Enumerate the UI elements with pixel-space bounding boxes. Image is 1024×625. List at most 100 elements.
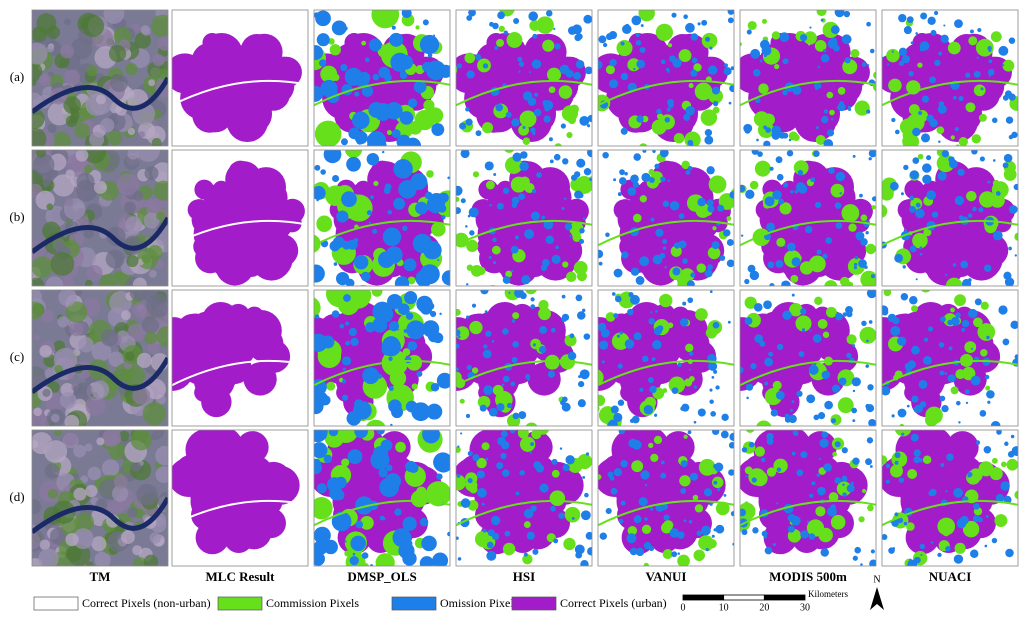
urban [235,113,248,126]
map-panel [314,430,450,566]
texture [46,45,55,53]
omission [621,251,629,259]
omission [834,10,845,18]
omission [512,152,522,162]
omission [744,317,753,325]
commission [789,303,803,317]
omission [866,437,874,444]
omission [415,269,433,286]
omission [729,84,734,93]
omission [466,364,473,371]
omission [860,563,863,566]
urban [527,362,561,396]
map-panel [598,10,734,146]
texture [132,277,147,286]
omission [627,187,637,196]
omission [852,389,856,393]
omission [635,33,640,37]
commission [873,71,876,79]
omission [673,242,681,249]
texture [93,180,107,194]
texture [136,352,152,368]
texture [65,169,75,179]
omission [660,59,666,65]
omission [536,172,542,178]
panel-border [313,149,451,287]
commission [558,85,573,99]
omission [776,467,782,472]
omission [816,473,821,477]
omission [988,59,993,64]
commission [375,553,395,566]
omission [489,203,492,207]
panel-border [881,289,1019,427]
north-label: N [873,574,880,585]
commission [839,276,850,286]
omission [651,357,656,362]
omission [685,105,695,116]
commission [990,31,1002,43]
omission [906,16,914,24]
texture [130,461,142,472]
commission [678,49,692,63]
urban [779,342,814,377]
omission [743,123,753,133]
omission [388,356,393,361]
omission [891,414,895,418]
panel-border [597,9,735,147]
commission [971,134,981,144]
omission [344,540,347,543]
commission [643,562,649,566]
omission [636,59,646,69]
omission [792,85,802,95]
commission [850,49,860,58]
texture [95,94,106,105]
omission [457,335,461,339]
omission [314,186,326,200]
omission [920,553,923,557]
map-panel [456,430,592,566]
omission [865,364,869,368]
omission [798,184,808,194]
urban [606,76,650,120]
omission [732,542,734,546]
commission [899,423,905,426]
commission [748,468,766,486]
omission [729,191,734,199]
omission [482,528,487,533]
omission [870,549,875,554]
omission [579,369,590,380]
omission [495,103,504,112]
omission [1007,451,1015,458]
commission [859,326,876,344]
omission [912,127,921,137]
omission [820,53,830,63]
omission [984,374,990,380]
scale-unit: Kilometers [808,589,848,599]
omission [868,150,876,158]
omission [640,470,650,480]
omission [728,101,732,105]
omission [911,345,920,355]
map-panel [32,290,168,426]
row-label: (d) [9,489,24,504]
omission [973,503,980,510]
omission [619,177,627,185]
omission [687,430,692,435]
commission [566,131,573,139]
omission [842,483,845,486]
omission [769,283,775,286]
omission [898,13,907,23]
omission [489,21,494,27]
commission [740,42,742,47]
commission [616,40,633,57]
omission [911,395,919,403]
texture [78,336,94,353]
commission [858,516,865,523]
commission [923,228,932,237]
omission [466,15,473,21]
omission [341,199,345,203]
omission [657,325,664,332]
omission [918,110,923,116]
panel-border [455,149,593,287]
